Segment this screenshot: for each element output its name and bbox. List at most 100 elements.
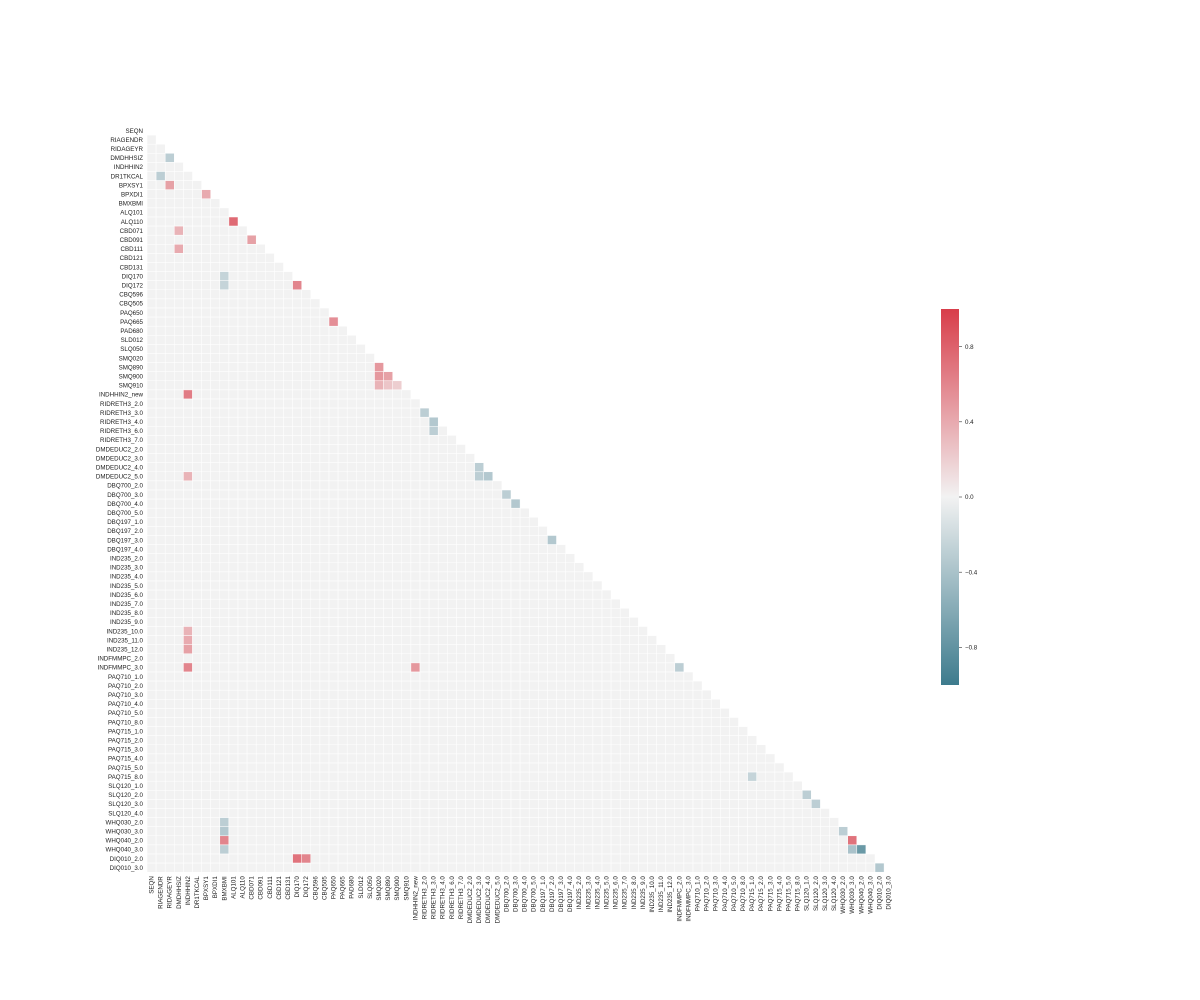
heatmap-cell — [228, 771, 239, 782]
heatmap-cell — [237, 862, 248, 873]
heatmap-cell — [792, 826, 803, 837]
heatmap-cell — [820, 817, 830, 827]
heatmap-cell — [201, 844, 211, 855]
heatmap-cell — [265, 426, 275, 436]
heatmap-cell — [601, 717, 612, 727]
row-label: RIDRETH3_6.0 — [100, 428, 144, 435]
heatmap-cell — [783, 844, 794, 855]
heatmap-cell — [774, 790, 785, 800]
heatmap-cell — [456, 689, 466, 700]
heatmap-cell — [337, 480, 348, 491]
heatmap-cell — [255, 362, 266, 372]
heatmap-cell — [301, 453, 312, 463]
heatmap-cell — [356, 507, 366, 518]
heatmap-cell — [765, 753, 776, 764]
heatmap-cell — [774, 826, 785, 837]
heatmap-cell — [701, 799, 712, 809]
heatmap-cell — [365, 708, 375, 718]
heatmap-cell — [574, 826, 585, 837]
heatmap-cell — [155, 353, 166, 363]
row-label: PAQ650 — [120, 310, 143, 317]
heatmap-cell — [346, 444, 357, 454]
heatmap-cell — [292, 435, 302, 445]
heatmap-cell — [556, 735, 566, 746]
heatmap-cell — [401, 835, 412, 846]
heatmap-cell — [720, 753, 730, 764]
column-label: IND235_6.0 — [613, 876, 620, 910]
heatmap-cell — [255, 780, 266, 791]
heatmap-cell — [519, 608, 530, 618]
heatmap-cell — [401, 398, 412, 409]
heatmap-cell — [492, 608, 503, 618]
heatmap-cell — [392, 507, 403, 518]
heatmap-cell — [510, 535, 521, 545]
heatmap-cell — [456, 780, 466, 791]
heatmap-cell — [301, 407, 312, 418]
heatmap-cell — [183, 626, 193, 636]
heatmap-cell — [638, 780, 648, 791]
column-label: BPXSY1 — [203, 876, 210, 901]
heatmap-cell — [337, 708, 348, 718]
heatmap-cell — [164, 571, 175, 582]
heatmap-cell — [610, 699, 621, 709]
heatmap-cell — [255, 626, 266, 636]
heatmap-cell — [465, 644, 475, 655]
heatmap-cell — [574, 653, 585, 664]
heatmap-cell — [346, 853, 357, 864]
heatmap-cell — [255, 426, 266, 436]
heatmap-cell — [346, 535, 357, 545]
heatmap-cell — [337, 526, 348, 536]
column-label: CBD071 — [249, 876, 256, 900]
heatmap-cell — [328, 644, 339, 655]
heatmap-cell — [274, 389, 284, 400]
heatmap-cell — [465, 762, 475, 773]
heatmap-cell — [619, 826, 630, 837]
heatmap-cell — [401, 598, 412, 609]
heatmap-cell — [483, 517, 494, 527]
heatmap-cell — [565, 726, 575, 736]
row-label: RIDAGEYR — [111, 146, 144, 153]
heatmap-cell — [301, 699, 312, 709]
heatmap-cell — [174, 717, 184, 727]
heatmap-cell — [474, 735, 484, 746]
heatmap-cell — [164, 335, 175, 345]
heatmap-cell — [510, 608, 521, 618]
heatmap-cell — [519, 780, 530, 791]
heatmap-cell — [228, 598, 239, 609]
heatmap-cell — [346, 480, 357, 491]
heatmap-cell — [437, 853, 448, 864]
heatmap-cell — [774, 862, 785, 873]
heatmap-cell — [337, 862, 348, 873]
heatmap-cell — [155, 799, 166, 809]
heatmap-cell — [528, 790, 539, 800]
heatmap-cell — [374, 744, 384, 755]
heatmap-cell — [756, 799, 767, 809]
heatmap-cell — [519, 717, 530, 727]
heatmap-cell — [292, 753, 302, 764]
heatmap-cell — [410, 571, 421, 582]
heatmap-cell — [164, 799, 175, 809]
heatmap-cell — [720, 708, 730, 718]
heatmap-cell — [346, 753, 357, 764]
heatmap-cell — [483, 653, 494, 664]
heatmap-cell — [146, 826, 157, 837]
heatmap-cell — [674, 790, 685, 800]
heatmap-cell — [738, 835, 748, 846]
heatmap-cell — [574, 771, 585, 782]
column-label: RIDRETH3_6.0 — [449, 876, 456, 920]
heatmap-cell — [383, 489, 393, 500]
heatmap-cell — [237, 580, 248, 591]
heatmap-cell — [319, 526, 330, 536]
heatmap-cell — [747, 844, 757, 855]
heatmap-cell — [155, 325, 166, 336]
heatmap-cell — [729, 808, 739, 818]
heatmap-cell — [210, 835, 221, 846]
heatmap-cell — [146, 416, 157, 427]
heatmap-cell — [447, 826, 457, 837]
heatmap-cell — [237, 371, 248, 382]
heatmap-cell — [720, 790, 730, 800]
heatmap-cell — [474, 544, 484, 554]
heatmap-cell — [174, 735, 184, 746]
heatmap-cell — [710, 799, 721, 809]
row-label: DBQ197_4.0 — [107, 546, 143, 553]
